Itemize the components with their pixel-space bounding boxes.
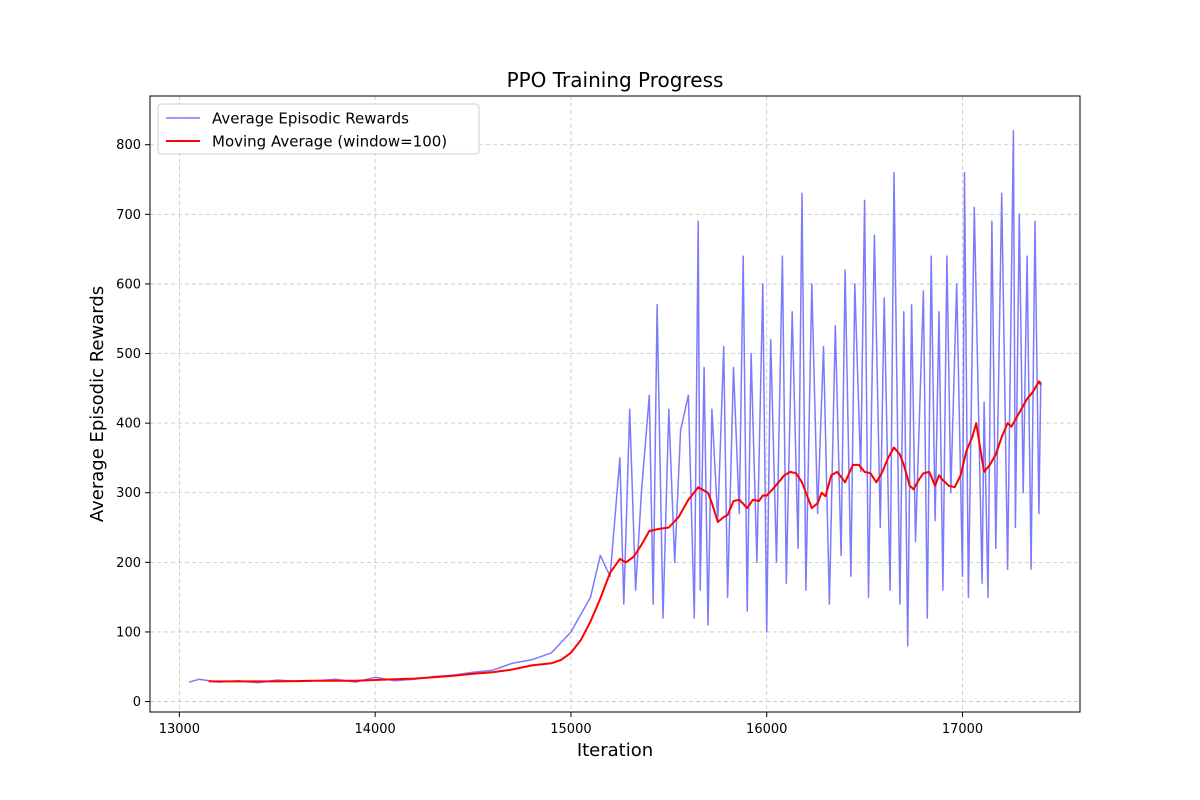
chart-title: PPO Training Progress [507, 68, 724, 92]
legend-label-average: Average Episodic Rewards [212, 110, 409, 128]
x-tick-label: 15000 [550, 722, 591, 737]
x-axis-label: Iteration [577, 740, 653, 761]
y-tick-label: 100 [116, 625, 141, 640]
axes-frame [149, 95, 1081, 713]
x-tick-label: 16000 [746, 722, 787, 737]
y-tick-label: 400 [116, 417, 141, 432]
average-episodic-rewards-line [188, 130, 1042, 684]
x-tick-label: 17000 [942, 722, 983, 737]
y-tick-label: 800 [116, 138, 141, 153]
y-axis-label: Average Episodic Rewards [87, 286, 108, 522]
y-tick-label: 300 [116, 486, 141, 501]
y-tick-label: 700 [116, 208, 141, 223]
x-tick-label: 13000 [159, 722, 200, 737]
x-tick-label: 14000 [354, 722, 395, 737]
y-tick-label: 200 [116, 556, 141, 571]
y-tick-label: 500 [116, 347, 141, 362]
axis-ticks: 13000 14000 15000 16000 17000 0 100 200 300 400 50… [116, 138, 983, 737]
legend: Average Episodic Rewards Moving Average (… [157, 103, 480, 155]
legend-label-moving-average: Moving Average (window=100) [212, 133, 447, 151]
legend-box [157, 103, 480, 155]
y-tick-label: 0 [133, 695, 141, 710]
y-tick-label: 600 [116, 277, 141, 292]
plot-area [188, 130, 1042, 684]
moving-average-line [208, 380, 1042, 683]
